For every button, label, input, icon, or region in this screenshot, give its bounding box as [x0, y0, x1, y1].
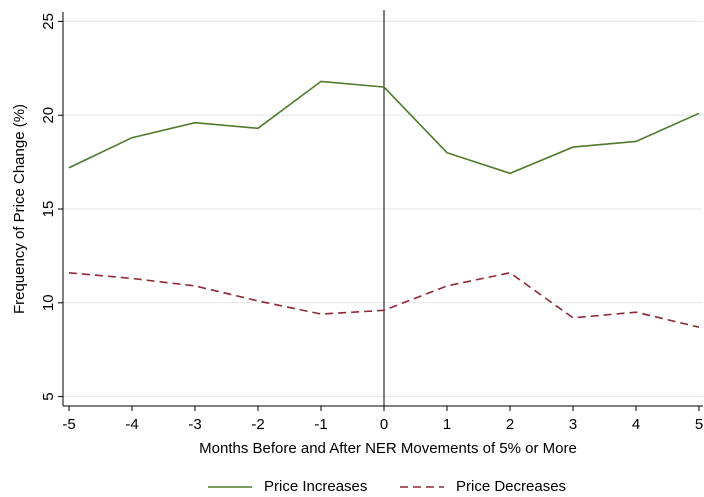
y-tick-label: 20 — [40, 107, 57, 124]
x-tick-label: 2 — [506, 416, 514, 433]
series-line — [68, 80, 700, 175]
y-tick-label: 5 — [40, 392, 57, 400]
x-tick-label: -5 — [62, 416, 75, 433]
x-axis-label: Months Before and After NER Movements of… — [199, 440, 577, 457]
x-tick-label: -2 — [251, 416, 264, 433]
x-tick-label: -1 — [314, 416, 327, 433]
y-axis-label: Frequency of Price Change (%) — [11, 104, 28, 314]
y-tick-label: 10 — [40, 294, 57, 311]
y-tick-label: 25 — [40, 13, 57, 30]
x-tick-label: 3 — [569, 416, 577, 433]
y-tick-label: 15 — [40, 201, 57, 218]
legend-label: Price Decreases — [456, 478, 566, 495]
x-tick-label: 1 — [443, 416, 451, 433]
series-line — [68, 271, 700, 328]
x-tick-label: -4 — [125, 416, 138, 433]
x-tick-label: 4 — [632, 416, 640, 433]
x-tick-label: 5 — [695, 416, 703, 433]
x-tick-label: 0 — [380, 416, 388, 433]
x-tick-label: -3 — [188, 416, 201, 433]
legend-label: Price Increases — [264, 478, 367, 495]
